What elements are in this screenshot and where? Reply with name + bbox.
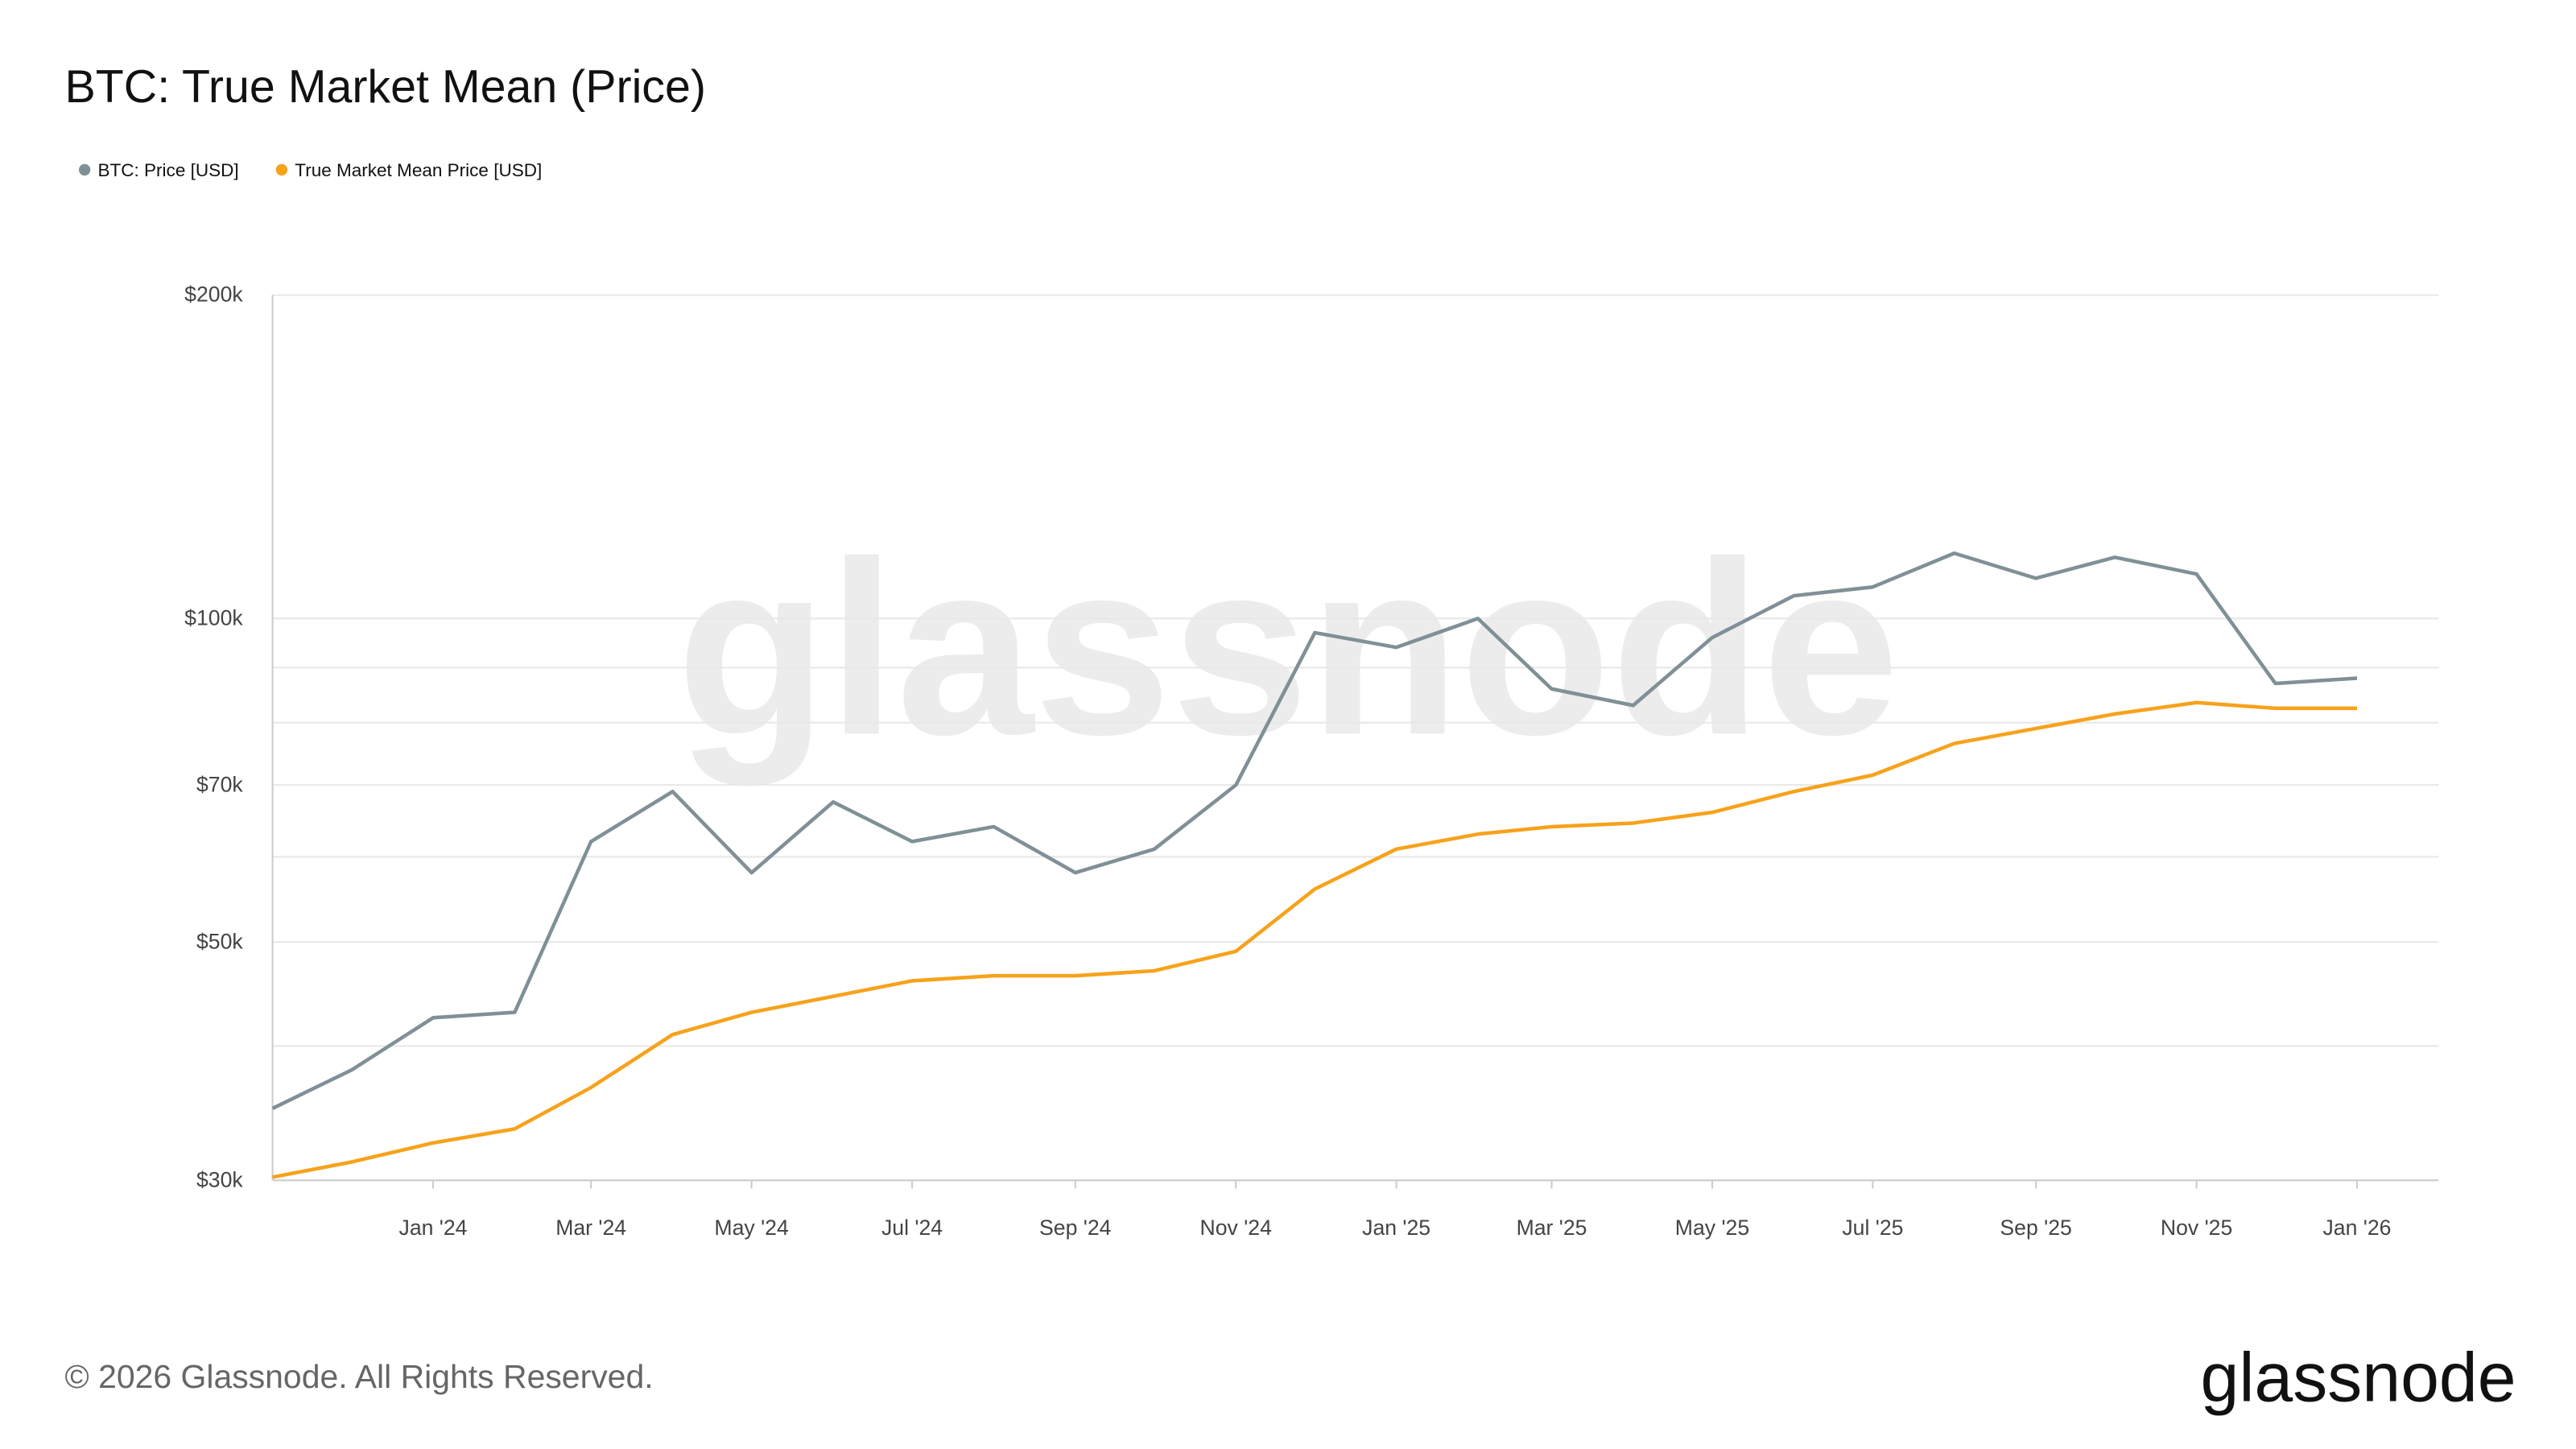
x-tick-label: Nov '25 <box>2161 1216 2232 1240</box>
legend-marker <box>275 163 288 176</box>
x-tick-label: May '24 <box>714 1216 789 1240</box>
series-line <box>272 700 2357 1179</box>
watermark: glassnode <box>676 510 1899 787</box>
x-tick-label: Sep '24 <box>1039 1216 1112 1240</box>
x-tick-label: Jul '24 <box>881 1216 943 1240</box>
y-tick-label: $200k <box>184 283 243 307</box>
x-tick-label: Mar '24 <box>555 1216 626 1240</box>
series-line <box>271 551 2358 1110</box>
footer: © 2026 Glassnode. All Rights Reserved. <box>65 1358 654 1395</box>
x-tick-label: Jan '26 <box>2323 1216 2392 1240</box>
logo: glassnode <box>2201 1340 2516 1417</box>
y-tick-label: $100k <box>184 606 243 630</box>
y-tick-label: $70k <box>196 772 243 796</box>
x-tick-label: Jul '25 <box>1842 1216 1903 1240</box>
x-tick-label: Mar '25 <box>1517 1216 1587 1240</box>
legend-label: True Market Mean Price [USD] <box>295 160 542 180</box>
y-tick-label: $50k <box>196 929 243 953</box>
x-tick-label: Sep '25 <box>2000 1216 2071 1240</box>
legend-marker <box>78 163 91 176</box>
x-tick-label: Nov '24 <box>1199 1216 1272 1240</box>
chart-title: BTC: True Market Mean (Price) <box>65 61 706 113</box>
x-tick-label: Jan '24 <box>399 1216 468 1240</box>
y-tick-label: $30k <box>196 1167 243 1191</box>
x-tick-label: Jan '25 <box>1362 1216 1430 1240</box>
x-tick-label: May '25 <box>1675 1216 1749 1240</box>
legend-label: BTC: Price [USD] <box>98 160 239 180</box>
